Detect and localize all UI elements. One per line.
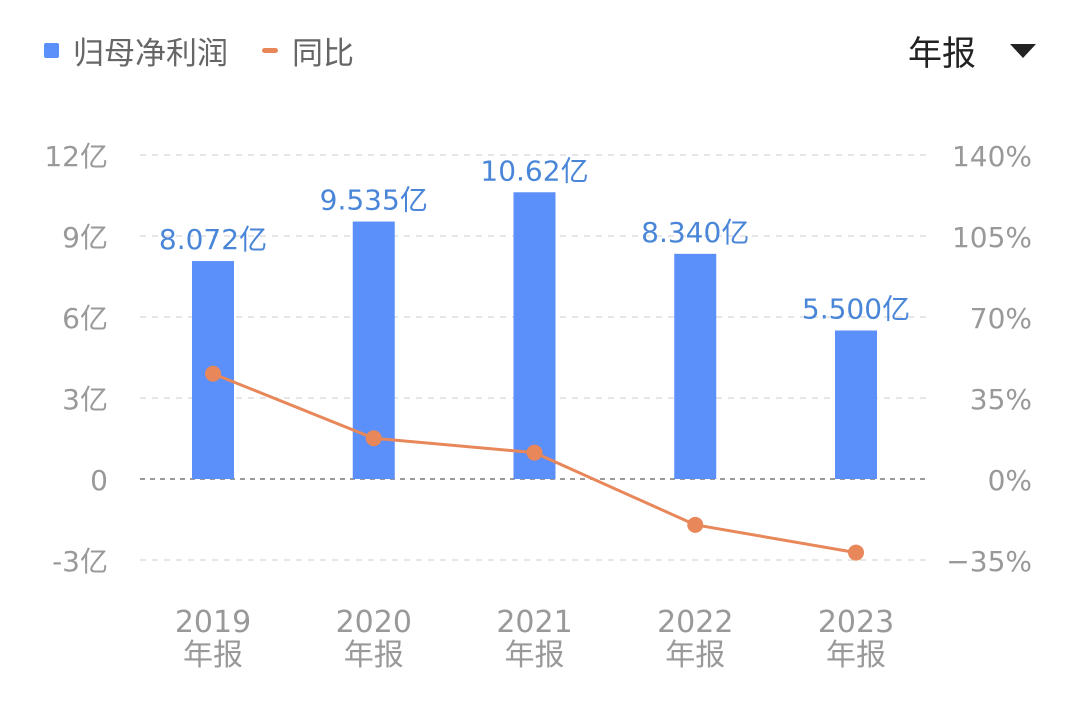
yoy-point	[848, 544, 864, 561]
x-axis-tick-label: 2021	[496, 605, 572, 640]
yoy-point	[687, 516, 704, 533]
bar-data-label: 10.62亿	[480, 154, 588, 187]
right-axis-tick-label: 70%	[970, 302, 1032, 335]
bar-data-label: 9.535亿	[320, 184, 428, 217]
legend-label-profit: 归母净利润	[73, 36, 228, 72]
bar-data-label: 8.072亿	[159, 223, 267, 256]
right-axis-tick-label: 0%	[988, 464, 1032, 497]
x-axis-tick-label: 2022	[657, 605, 733, 640]
bar	[835, 330, 877, 479]
yoy-point	[205, 365, 221, 382]
legend-item-yoy[interactable]: 同比	[262, 28, 354, 73]
left-axis-tick-label: 3亿	[62, 383, 108, 416]
left-axis-tick-label: 12亿	[44, 140, 108, 173]
x-axis-tick-label: 年报	[665, 638, 725, 673]
right-axis-tick-label: 140%	[952, 140, 1032, 173]
chart-legend: 归母净利润 同比	[44, 28, 388, 73]
bar-swatch-icon	[44, 43, 59, 58]
legend-item-profit[interactable]: 归母净利润	[44, 28, 228, 73]
period-dropdown[interactable]: 年报	[908, 26, 1036, 75]
bar-data-label: 8.340亿	[641, 216, 749, 249]
yoy-point	[526, 444, 543, 461]
caret-down-icon	[1010, 43, 1036, 58]
left-axis-tick-label: -3亿	[52, 545, 108, 578]
x-axis-tick-label: 2020	[336, 605, 412, 640]
yoy-point	[365, 430, 382, 447]
x-axis-tick-label: 年报	[344, 638, 404, 673]
bar-data-label: 5.500亿	[802, 293, 910, 326]
bar	[513, 192, 556, 479]
x-axis-tick-label: 2019	[175, 605, 251, 640]
right-axis-tick-label: 35%	[970, 383, 1032, 416]
legend-label-yoy: 同比	[292, 36, 354, 72]
x-axis-tick-label: 年报	[826, 638, 886, 673]
right-axis-tick-label: −35%	[946, 545, 1032, 578]
line-swatch-icon	[262, 48, 278, 53]
x-axis-tick-label: 2023	[818, 605, 894, 640]
x-axis-tick-label: 年报	[505, 638, 565, 673]
left-axis-tick-label: 0	[90, 464, 108, 497]
bar	[674, 253, 717, 479]
period-label: 年报	[908, 34, 976, 74]
left-axis-tick-label: 6亿	[62, 302, 108, 335]
left-axis-tick-label: 9亿	[62, 221, 108, 254]
right-axis-tick-label: 105%	[952, 221, 1032, 254]
x-axis-tick-label: 年报	[183, 638, 243, 673]
